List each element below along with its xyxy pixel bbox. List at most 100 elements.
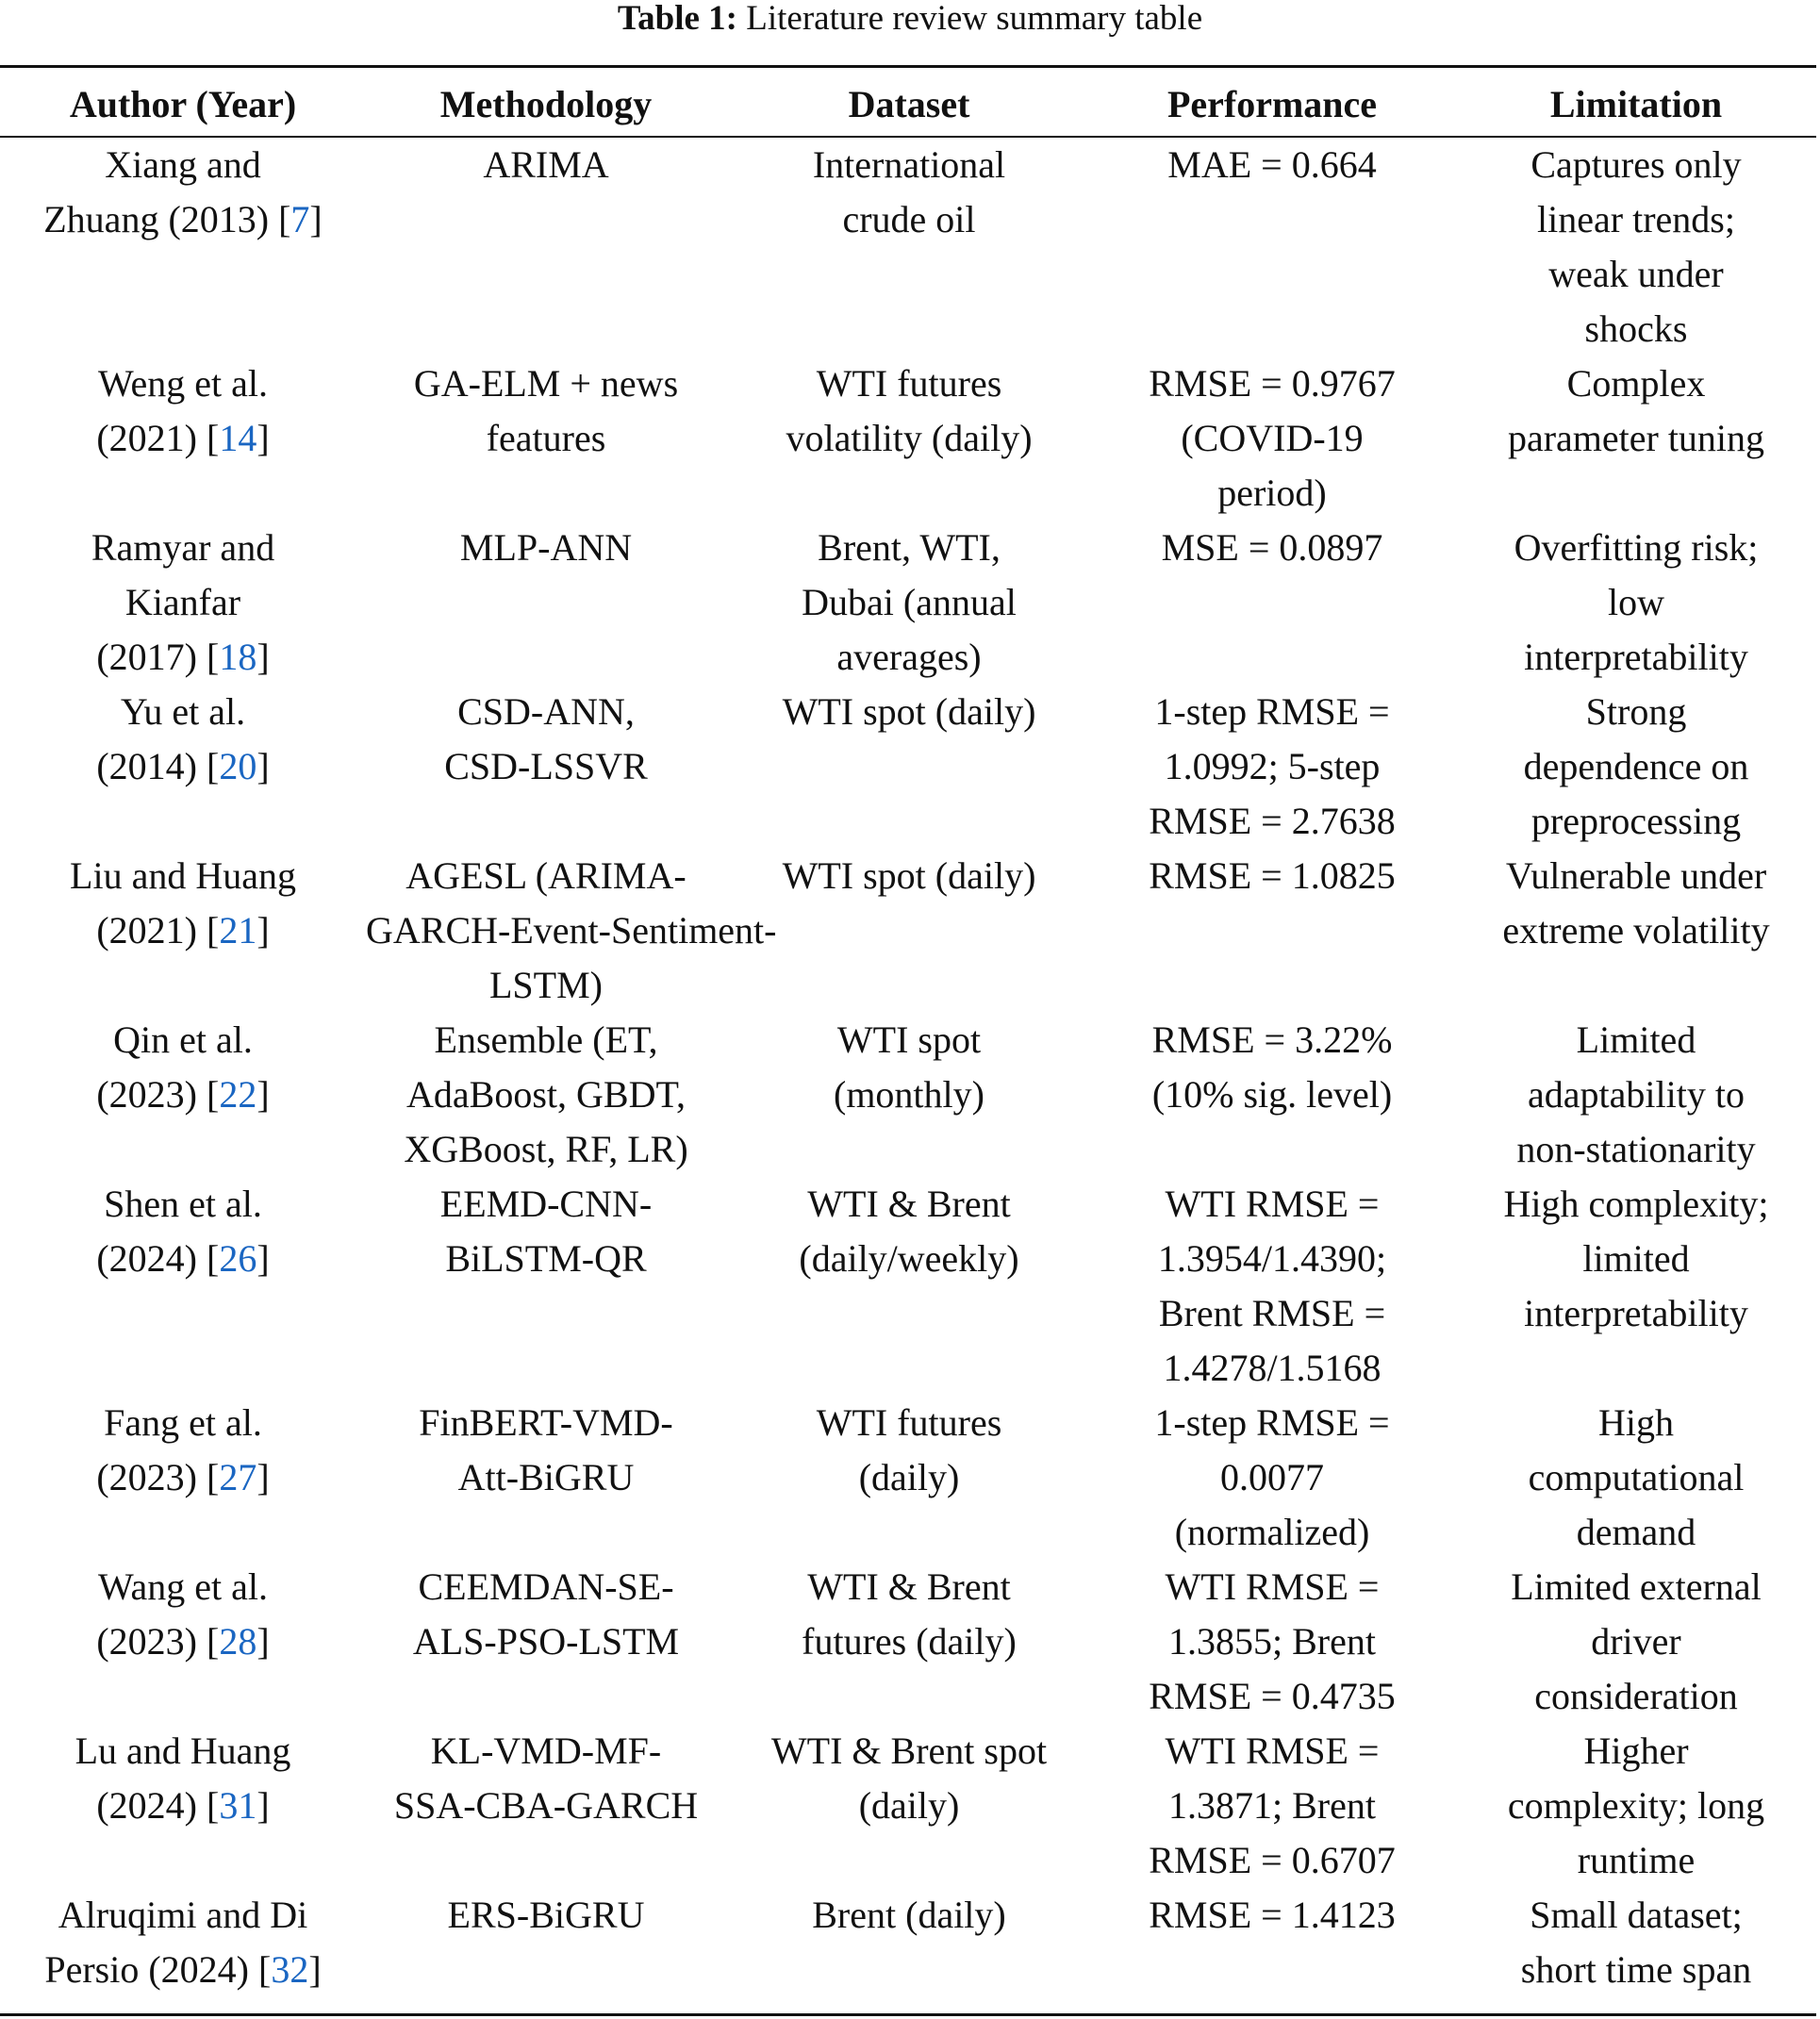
cell-text: Vulnerable under — [1505, 854, 1767, 897]
cell-text: driver — [1591, 1620, 1681, 1663]
performance-line: 1.4278/1.5168 — [1092, 1341, 1452, 1396]
performance-line: 1.3954/1.4390; — [1092, 1232, 1452, 1286]
method-line: CSD-LSSVR — [366, 739, 726, 794]
author-line: (2023) [22] — [96, 1073, 270, 1116]
method-line: AdaBoost, GBDT, — [366, 1067, 726, 1122]
citation-link[interactable]: 22 — [219, 1073, 257, 1116]
author-line: (2021) [14] — [96, 417, 270, 459]
cell-text: 1.4278/1.5168 — [1163, 1347, 1382, 1389]
cell-text: adaptability to — [1528, 1073, 1745, 1116]
cell-text: 1-step RMSE = — [1154, 690, 1390, 733]
method-cell: GA-ELM + news features — [366, 356, 726, 521]
cell-text: Liu and Huang — [70, 854, 296, 897]
dataset-line: (daily) — [726, 1450, 1092, 1505]
limitation-cell: High complexity; limited interpretability — [1452, 1177, 1820, 1396]
citation-link[interactable]: 27 — [219, 1456, 257, 1498]
author-line: (2023) [27] — [96, 1456, 270, 1498]
cell-text: Strong — [1585, 690, 1687, 733]
cell-text: (2023) — [96, 1073, 197, 1116]
citation-link[interactable]: 14 — [219, 417, 257, 459]
performance-line: RMSE = 0.4735 — [1092, 1669, 1452, 1724]
citation-link[interactable]: 20 — [219, 745, 257, 787]
cell-text: ARIMA — [483, 143, 609, 186]
cell-text: consideration — [1534, 1675, 1738, 1717]
cell-text: interpretability — [1524, 636, 1748, 678]
cell-text: features — [486, 417, 606, 459]
dataset-line: WTI & Brent — [726, 1177, 1092, 1232]
author-cell: Xiang and Zhuang (2013) [7] — [0, 138, 366, 356]
performance-cell: 1-step RMSE = 1.0992; 5-step RMSE = 2.7638 — [1092, 685, 1452, 849]
cell-text: WTI RMSE = — [1165, 1565, 1380, 1608]
limitation-line: runtime — [1452, 1833, 1820, 1888]
author-cell: Alruqimi and Di Persio (2024) [32] — [0, 1888, 366, 1997]
cell-text: High — [1598, 1401, 1674, 1444]
cell-text: dependence on — [1523, 745, 1749, 787]
citation-link[interactable]: 21 — [219, 909, 257, 952]
dataset-line: Brent, WTI, — [726, 521, 1092, 575]
performance-cell: 1-step RMSE = 0.0077 (normalized) — [1092, 1396, 1452, 1560]
cell-text: Limited external — [1511, 1565, 1762, 1608]
citation-link[interactable]: 18 — [219, 636, 257, 678]
limitation-line: Complex — [1452, 356, 1820, 411]
citation-link[interactable]: 26 — [219, 1237, 257, 1280]
cell-text: (daily) — [858, 1784, 960, 1827]
cell-text: RMSE = 0.6707 — [1149, 1839, 1396, 1881]
dataset-line: International — [726, 138, 1092, 192]
dataset-cell: WTI & Brent futures (daily) — [726, 1560, 1092, 1724]
limitation-line: adaptability to — [1452, 1067, 1820, 1122]
cell-text: AGESL (ARIMA- — [405, 854, 687, 897]
performance-line: MAE = 0.664 — [1092, 138, 1452, 192]
method-line: MLP-ANN — [366, 521, 726, 575]
table-row: Wang et al. (2023) [28] CEEMDAN-SE- ALS-PSO… — [0, 1560, 1820, 1724]
citation-link[interactable]: 7 — [290, 198, 310, 240]
cell-text: Ensemble (ET, — [434, 1018, 658, 1061]
cell-text: Xiang and — [105, 143, 261, 186]
limitation-line: Strong — [1452, 685, 1820, 739]
citation-link[interactable]: 31 — [219, 1784, 257, 1827]
cell-text: 1.3871; Brent — [1168, 1784, 1376, 1827]
performance-line: period) — [1092, 466, 1452, 521]
author-line: (2014) [20] — [96, 745, 270, 787]
method-line: LSTM) — [366, 958, 726, 1013]
dataset-line: crude oil — [726, 192, 1092, 247]
method-line: ALS-PSO-LSTM — [366, 1614, 726, 1669]
cell-text: MLP-ANN — [459, 526, 633, 569]
dataset-cell: Brent, WTI, Dubai (annual averages) — [726, 521, 1092, 685]
limitation-line: High complexity; — [1452, 1177, 1820, 1232]
author-line: (2017) [18] — [96, 636, 270, 678]
cell-text: High complexity; — [1503, 1183, 1769, 1225]
method-cell: ERS-BiGRU — [366, 1888, 726, 1997]
cell-text: WTI & Brent — [807, 1183, 1011, 1225]
cell-text: WTI spot (daily) — [782, 854, 1036, 897]
header-methodology: Methodology — [439, 83, 653, 125]
performance-line: 0.0077 — [1092, 1450, 1452, 1505]
citation-link[interactable]: 32 — [271, 1948, 309, 1991]
cell-text: Fang et al. — [104, 1401, 262, 1444]
dataset-line: (daily/weekly) — [726, 1232, 1092, 1286]
cell-text: LSTM) — [489, 964, 603, 1006]
cell-text: short time span — [1520, 1948, 1752, 1991]
performance-cell: RMSE = 1.0825 — [1092, 849, 1452, 1013]
method-line: CEEMDAN-SE- — [366, 1560, 726, 1614]
method-line: Ensemble (ET, — [366, 1013, 726, 1067]
cell-text: Captures only — [1530, 143, 1742, 186]
performance-line: 1.3855; Brent — [1092, 1614, 1452, 1669]
performance-cell: RMSE = 3.22% (10% sig. level) — [1092, 1013, 1452, 1177]
cell-text: MSE = 0.0897 — [1161, 526, 1383, 569]
limitation-line: Limited external — [1452, 1560, 1820, 1614]
cell-text: RMSE = 3.22% — [1151, 1018, 1393, 1061]
cell-text: Dubai (annual — [802, 581, 1017, 623]
cell-text: crude oil — [842, 198, 976, 240]
performance-line: MSE = 0.0897 — [1092, 521, 1452, 575]
citation-link[interactable]: 28 — [219, 1620, 257, 1663]
dataset-line: WTI & Brent — [726, 1560, 1092, 1614]
cell-text: complexity; long — [1507, 1784, 1765, 1827]
caption-label: Table 1: — [617, 0, 737, 38]
cell-text: Brent RMSE = — [1158, 1292, 1386, 1334]
dataset-cell: International crude oil — [726, 138, 1092, 356]
limitation-line: shocks — [1452, 302, 1820, 356]
dataset-cell: WTI futures (daily) — [726, 1396, 1092, 1560]
table-row: Yu et al. (2014) [20] CSD-ANN, CSD-LSSVR WTI… — [0, 685, 1820, 849]
cell-text: Persio (2024) — [44, 1948, 249, 1991]
table-row: Xiang and Zhuang (2013) [7] ARIMA Internati… — [0, 138, 1820, 356]
